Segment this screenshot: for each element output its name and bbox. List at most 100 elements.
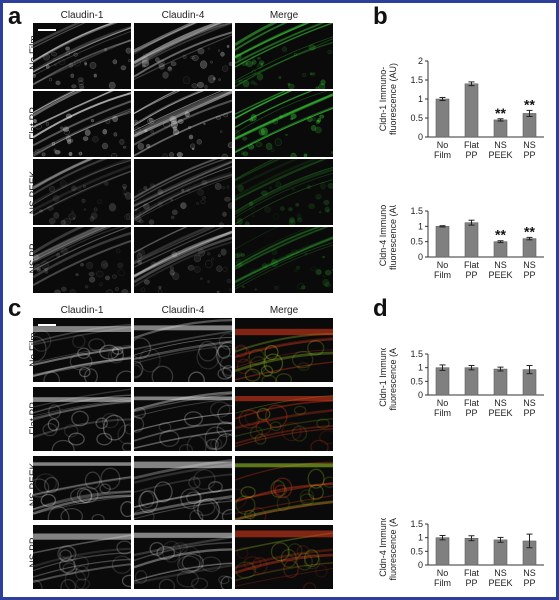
x-tick-label: PP [465,408,477,418]
scale-bar [38,324,56,326]
bar [493,241,508,258]
x-tick-label: PEEK [488,408,512,418]
bar [522,238,537,258]
y-axis-label: fluorescence (AU) [388,348,398,411]
micrograph-claudin4-c4 [134,525,232,589]
significance-marker: ** [524,223,535,239]
panel-label-a: a [8,3,22,30]
chart-d-cldn4: Cldn-4 Immuno-fluorescence (AU) 0 0.5 1 1.5 N… [378,518,544,588]
micrograph-claudin4-c3 [134,456,232,520]
bar [493,368,508,396]
micrograph-merge-c3 [235,456,333,520]
micrograph-merge-a1 [235,23,333,89]
micrograph-merge-a3 [235,159,333,225]
x-tick-label: NS [523,260,536,270]
x-tick-label: PP [523,408,535,418]
micrograph-claudin1-a2 [33,91,131,157]
micrograph-claudin4-c2 [134,387,232,451]
bar [464,537,479,566]
y-tick-label: 0 [418,132,423,142]
x-tick-label: Flat [464,260,480,270]
y-axis-label: fluorescence (AU) [388,518,398,581]
significance-marker: ** [495,105,506,121]
x-tick-label: PEEK [488,150,512,160]
y-tick-label: 0 [418,560,423,570]
x-tick-label: NS [494,260,507,270]
x-tick-label: PP [465,150,477,160]
x-tick-label: Film [434,270,451,280]
micrograph-merge-c1 [235,318,333,382]
col-header-claudin-4: Claudin-4 [161,10,205,21]
chart-b-cldn1: Cldn-1 Immuno-fluorescence (AU) 0 0.5 1 1.5 2… [378,56,544,160]
bar [464,222,479,258]
micrograph-claudin4-a4 [134,227,232,293]
col-header-merge: Merge [269,305,299,316]
y-axis-label: Cldn-4 Immuno- [378,205,388,266]
x-tick-label: PP [523,270,535,280]
micrograph-merge-a4 [235,227,333,293]
panel-label-d: d [373,295,388,322]
col-header-merge: Merge [269,10,299,21]
y-axis-label: Cldn-1 Immuno- [378,67,388,132]
x-tick-label: No [437,398,449,408]
bar [435,367,450,396]
x-tick-label: NS [523,568,536,578]
col-header-claudin-1: Claudin-1 [60,305,104,316]
micrograph-claudin1-c3 [33,456,131,520]
x-tick-label: PEEK [488,270,512,280]
x-tick-label: PP [465,270,477,280]
x-tick-label: Flat [464,568,480,578]
y-tick-label: 1 [418,363,423,373]
x-tick-label: Film [434,150,451,160]
bar [435,537,450,566]
micrograph-claudin1-a1 [33,23,131,89]
panel-label-b: b [373,3,388,30]
micrograph-claudin4-a1 [134,23,232,89]
x-tick-label: No [437,260,449,270]
micrograph-claudin1-a4 [33,227,131,293]
x-tick-label: NS [523,398,536,408]
y-tick-label: 1 [418,94,423,104]
bar [435,226,450,258]
y-tick-label: 0 [418,390,423,400]
micrograph-claudin1-c4 [33,525,131,589]
y-tick-label: 0.5 [410,237,423,247]
x-tick-label: PP [523,578,535,588]
x-tick-label: PP [523,150,535,160]
x-tick-label: PEEK [488,578,512,588]
x-tick-label: NS [494,140,507,150]
x-tick-label: Film [434,578,451,588]
x-tick-label: NS [494,568,507,578]
y-axis-label: fluorescence (AU) [388,63,398,135]
micrograph-claudin1-c1 [33,318,131,382]
panel-label-c: c [8,295,22,322]
col-header-claudin-1: Claudin-1 [60,10,104,21]
chart-d-cldn1: Cldn-1 Immuno-fluorescence (AU) 0 0.5 1 1.5 N… [378,348,544,418]
micrograph-claudin4-a2 [134,91,232,157]
x-tick-label: No [437,568,449,578]
y-tick-label: 1.5 [410,519,423,529]
y-tick-label: 0 [418,252,423,262]
micrograph-merge-c4 [235,525,333,589]
y-tick-label: 0.5 [410,376,423,386]
significance-marker: ** [495,227,506,243]
y-tick-label: 1 [418,221,423,231]
chart-b-cldn4: Cldn-4 Immuno-fluorescence (AU) 0 0.5 1 1.5 N… [378,205,544,280]
y-tick-label: 1.5 [410,349,423,359]
col-header-claudin-4: Claudin-4 [161,305,205,316]
x-tick-label: Flat [464,398,480,408]
micrograph-merge-a2 [235,91,333,157]
scale-bar [38,29,56,31]
micrograph-claudin4-c1 [134,318,232,382]
bar [435,98,450,138]
micrograph-claudin1-c2 [33,387,131,451]
x-tick-label: Flat [464,140,480,150]
x-tick-label: Film [434,408,451,418]
y-tick-label: 2 [418,56,423,66]
y-tick-label: 0.5 [410,546,423,556]
x-tick-label: PP [465,578,477,588]
micrograph-claudin1-a3 [33,159,131,225]
y-tick-label: 1.5 [410,206,423,216]
significance-marker: ** [524,96,535,112]
bar [493,119,508,138]
